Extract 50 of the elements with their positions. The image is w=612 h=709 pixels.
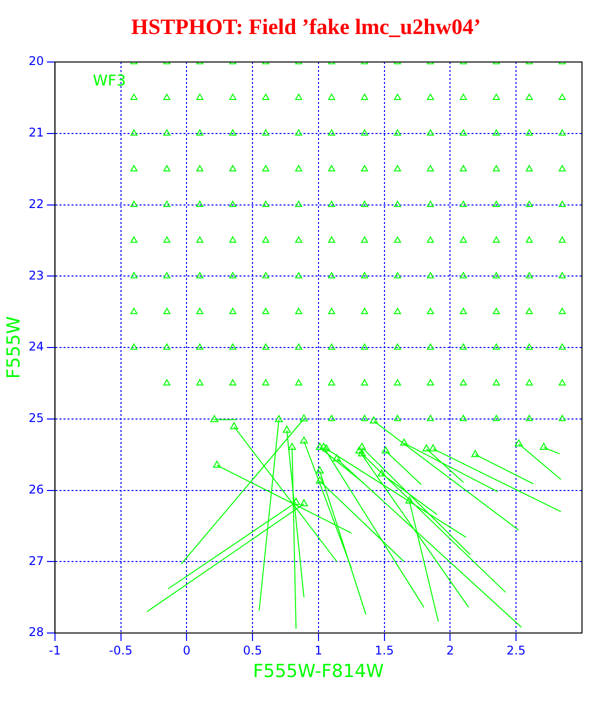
point [316, 442, 324, 450]
point [382, 446, 390, 454]
y-tick-label: 23 [28, 268, 44, 282]
point [282, 426, 291, 433]
point [274, 415, 283, 422]
point [210, 415, 218, 422]
x-tick-label: 2 [446, 643, 454, 658]
y-axis-title: F555W [3, 316, 24, 379]
x-axis-title: F555W-F814W [253, 660, 384, 682]
point [514, 439, 523, 446]
point [429, 444, 438, 452]
point [322, 444, 330, 452]
y-tick-label: 27 [28, 554, 44, 568]
point [316, 476, 324, 484]
point [370, 416, 378, 424]
point [320, 442, 328, 450]
y-tick-label: 26 [28, 482, 44, 496]
y-tick-label: 24 [28, 340, 44, 354]
point [471, 450, 480, 458]
point [378, 469, 386, 476]
point [316, 466, 324, 474]
x-tick-label: 2.5 [506, 643, 526, 658]
y-tick-label: 21 [28, 126, 44, 140]
chart-title: HSTPHOT: Field ’fake lmc_u2hw04’ [130, 14, 482, 40]
point [300, 499, 308, 506]
point [422, 444, 430, 452]
point [288, 442, 296, 450]
point [358, 449, 366, 456]
x-tick-label: 1 [314, 643, 322, 658]
point [540, 442, 548, 450]
x-tick-label: 0.5 [242, 643, 262, 658]
y-tick-label: 28 [28, 625, 44, 640]
x-tick-label: -0.5 [109, 643, 132, 658]
y-tick-label: 25 [28, 411, 44, 425]
point [358, 442, 366, 450]
point [292, 498, 300, 505]
point [213, 460, 221, 468]
point [230, 422, 238, 430]
y-tick-label: 22 [28, 196, 44, 211]
annotation: WF3 [92, 71, 126, 90]
point [400, 438, 408, 446]
point [355, 446, 364, 454]
point [300, 436, 308, 444]
point [300, 414, 308, 422]
x-tick-label: 1.5 [374, 643, 394, 658]
x-tick-label: 0 [182, 643, 190, 658]
x-tick-label: -1 [48, 643, 61, 658]
y-tick-label: 20 [28, 54, 44, 68]
point [405, 496, 414, 504]
point [332, 454, 341, 462]
